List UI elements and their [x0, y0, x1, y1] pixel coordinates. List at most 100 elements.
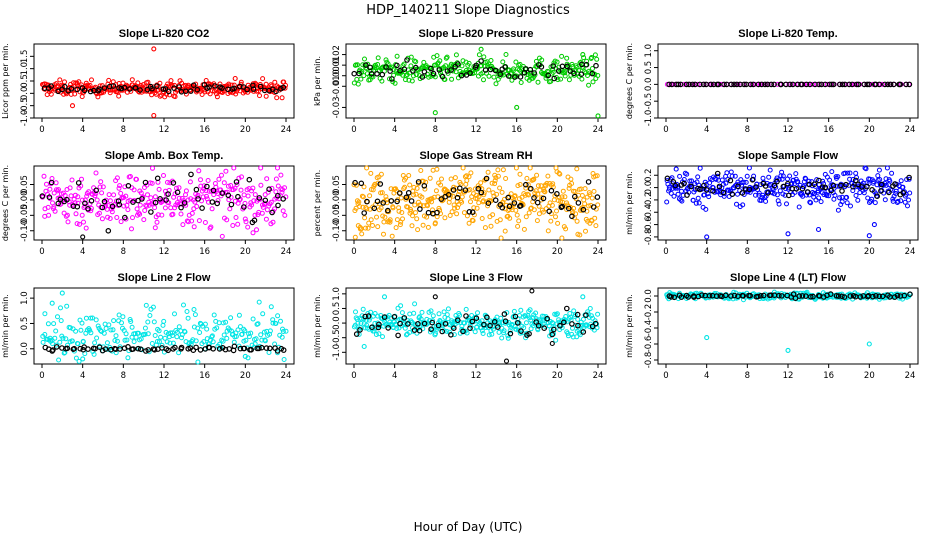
- data-point: [91, 351, 97, 357]
- data-point: [357, 327, 363, 333]
- data-point: [370, 223, 375, 228]
- panel-8: Slope Line 4 (LT) Flow ml/min per min. 0 4 8…: [625, 272, 919, 381]
- data-point: [461, 210, 467, 216]
- data-point: [402, 184, 408, 190]
- data-point: [154, 339, 160, 344]
- data-point: [171, 85, 177, 92]
- data-point: [94, 197, 100, 203]
- data-point: [664, 199, 670, 205]
- data-point: [42, 311, 48, 317]
- data-point: [855, 81, 862, 88]
- data-point: [678, 197, 684, 203]
- data-point: [214, 94, 220, 100]
- data-point: [576, 67, 581, 73]
- data-point: [696, 200, 702, 206]
- x-tick-label: 24: [905, 125, 916, 135]
- data-point: [890, 196, 896, 202]
- x-tick-label: 0: [663, 247, 668, 257]
- data-point: [412, 321, 418, 327]
- data-point: [584, 58, 590, 64]
- data-point: [367, 64, 373, 71]
- data-point: [96, 210, 102, 216]
- x-tick-label: 0: [351, 371, 356, 381]
- data-point: [810, 293, 816, 300]
- data-point: [478, 189, 485, 196]
- y-tick-label: 0.0: [644, 289, 654, 303]
- data-point: [381, 219, 387, 225]
- data-point: [872, 81, 879, 88]
- data-point: [777, 188, 783, 194]
- data-point: [179, 335, 184, 341]
- data-point: [882, 81, 888, 88]
- data-point: [228, 201, 235, 208]
- data-point: [386, 209, 392, 215]
- data-point: [73, 211, 79, 217]
- data-point: [390, 205, 396, 211]
- data-point: [592, 215, 598, 221]
- y-tick-label: -0.6: [644, 336, 654, 353]
- data-point: [408, 54, 414, 60]
- data-point: [892, 181, 898, 187]
- data-point: [746, 186, 753, 193]
- data-point: [262, 338, 268, 344]
- data-point: [387, 219, 393, 225]
- data-point: [174, 200, 180, 206]
- data-point: [778, 293, 785, 299]
- outlier-point: [580, 52, 586, 58]
- x-tick-label: 24: [281, 125, 292, 135]
- data-point: [116, 185, 122, 191]
- data-point: [427, 175, 433, 181]
- data-point: [85, 346, 91, 352]
- data-point: [240, 84, 247, 90]
- data-point: [582, 201, 588, 207]
- data-point: [728, 293, 734, 299]
- data-point: [169, 330, 175, 336]
- data-point: [376, 321, 382, 328]
- data-point: [550, 181, 556, 187]
- data-point: [248, 330, 254, 336]
- data-point: [536, 211, 542, 217]
- data-point: [684, 192, 690, 198]
- data-point: [178, 211, 184, 217]
- data-point: [74, 203, 81, 210]
- data-point: [579, 193, 585, 198]
- data-point: [269, 185, 275, 191]
- series-all: [351, 46, 601, 119]
- data-point: [417, 206, 423, 212]
- data-point: [360, 204, 366, 210]
- data-point: [874, 193, 881, 200]
- data-point: [53, 180, 59, 186]
- data-point: [118, 219, 124, 225]
- data-point: [105, 228, 112, 234]
- data-point: [453, 52, 459, 58]
- data-point: [409, 223, 415, 229]
- data-point: [243, 337, 249, 343]
- data-point: [839, 199, 845, 205]
- data-point: [194, 204, 200, 209]
- data-point: [695, 195, 701, 201]
- data-point: [432, 220, 438, 226]
- data-point: [562, 70, 568, 76]
- panel-title: Slope Gas Stream RH: [419, 150, 532, 162]
- data-point: [756, 190, 762, 196]
- data-point: [462, 320, 467, 326]
- data-point: [246, 176, 253, 183]
- data-point: [185, 197, 191, 203]
- data-point: [511, 200, 518, 206]
- data-point: [87, 88, 94, 95]
- data-point: [79, 94, 85, 100]
- data-point: [95, 323, 101, 329]
- data-point: [198, 177, 203, 183]
- data-point: [401, 66, 408, 73]
- data-point: [706, 292, 713, 299]
- data-point: [45, 204, 51, 210]
- data-point: [445, 306, 451, 312]
- data-point: [584, 194, 590, 200]
- data-point: [267, 345, 273, 352]
- data-point: [822, 184, 829, 191]
- data-point: [569, 321, 575, 327]
- data-point: [505, 194, 512, 201]
- data-point: [224, 335, 230, 341]
- data-point: [482, 225, 488, 231]
- data-point: [241, 345, 248, 352]
